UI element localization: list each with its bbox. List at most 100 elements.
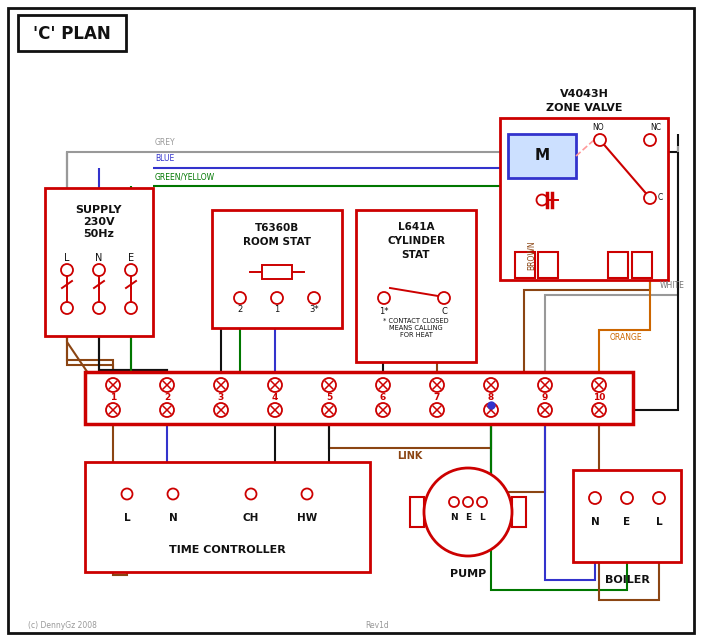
Circle shape	[484, 378, 498, 392]
Text: C: C	[657, 194, 663, 203]
Bar	[538, 252, 558, 278]
Circle shape	[644, 192, 656, 204]
Text: PUMP: PUMP	[450, 569, 486, 579]
Circle shape	[621, 492, 633, 504]
Circle shape	[214, 403, 228, 417]
Text: V4043H: V4043H	[559, 89, 609, 99]
Text: Rev1d: Rev1d	[365, 620, 389, 629]
Circle shape	[594, 134, 606, 146]
Text: BOILER: BOILER	[604, 575, 649, 585]
Text: N: N	[590, 517, 600, 527]
Text: L: L	[656, 517, 662, 527]
Text: N: N	[95, 253, 102, 263]
Circle shape	[477, 497, 487, 507]
Circle shape	[214, 378, 228, 392]
Bar	[632, 252, 652, 278]
Circle shape	[463, 497, 473, 507]
Circle shape	[378, 292, 390, 304]
Text: 'C' PLAN: 'C' PLAN	[33, 25, 111, 43]
Circle shape	[93, 302, 105, 314]
Text: 3: 3	[218, 393, 224, 402]
Circle shape	[308, 292, 320, 304]
Bar	[512, 497, 526, 527]
Text: WHITE: WHITE	[660, 281, 685, 290]
Text: T6360B: T6360B	[255, 223, 299, 233]
Text: 2: 2	[164, 393, 170, 402]
Text: E: E	[128, 253, 134, 263]
Circle shape	[536, 194, 548, 206]
Text: (c) DennyGz 2008: (c) DennyGz 2008	[28, 620, 97, 629]
Text: L: L	[124, 513, 131, 523]
Text: * CONTACT CLOSED
MEANS CALLING
FOR HEAT: * CONTACT CLOSED MEANS CALLING FOR HEAT	[383, 318, 449, 338]
Bar	[573, 470, 681, 562]
Text: STAT: STAT	[402, 250, 430, 260]
Circle shape	[61, 302, 73, 314]
Text: 8: 8	[488, 393, 494, 402]
Text: 1: 1	[274, 306, 279, 315]
Circle shape	[106, 378, 120, 392]
Circle shape	[376, 403, 390, 417]
Text: 4: 4	[272, 393, 278, 402]
Text: ORANGE: ORANGE	[610, 333, 642, 342]
Circle shape	[246, 488, 256, 499]
Text: 7: 7	[434, 393, 440, 402]
Circle shape	[589, 492, 601, 504]
Circle shape	[125, 302, 137, 314]
Bar	[515, 252, 535, 278]
Text: CYLINDER: CYLINDER	[387, 236, 445, 246]
Circle shape	[271, 292, 283, 304]
Bar	[410, 497, 424, 527]
Text: E: E	[465, 513, 471, 522]
Circle shape	[430, 378, 444, 392]
Bar	[45, 188, 153, 336]
Text: 5: 5	[326, 393, 332, 402]
Text: L: L	[65, 253, 69, 263]
Circle shape	[234, 292, 246, 304]
Circle shape	[168, 488, 178, 499]
Circle shape	[322, 403, 336, 417]
Bar	[85, 462, 370, 572]
Bar	[608, 252, 628, 278]
Circle shape	[268, 378, 282, 392]
Circle shape	[93, 264, 105, 276]
Bar	[85, 372, 633, 424]
Text: 6: 6	[380, 393, 386, 402]
Bar	[500, 118, 668, 280]
Text: TIME CONTROLLER: TIME CONTROLLER	[169, 545, 286, 555]
Text: L641A: L641A	[398, 222, 435, 232]
Bar	[508, 134, 576, 178]
Bar	[212, 210, 342, 328]
Text: N: N	[168, 513, 178, 523]
Text: GREEN/YELLOW: GREEN/YELLOW	[155, 172, 215, 181]
Text: SUPPLY
230V
50Hz: SUPPLY 230V 50Hz	[76, 205, 122, 238]
Circle shape	[592, 403, 606, 417]
Circle shape	[322, 378, 336, 392]
Text: 3*: 3*	[309, 306, 319, 315]
Circle shape	[424, 468, 512, 556]
Circle shape	[125, 264, 137, 276]
Text: LINK: LINK	[397, 451, 423, 461]
Text: ZONE VALVE: ZONE VALVE	[545, 103, 622, 113]
Text: NC: NC	[651, 122, 661, 131]
Circle shape	[592, 378, 606, 392]
Circle shape	[644, 134, 656, 146]
Circle shape	[653, 492, 665, 504]
Bar	[356, 210, 476, 362]
Circle shape	[160, 378, 174, 392]
Text: CH: CH	[243, 513, 259, 523]
Circle shape	[268, 403, 282, 417]
Text: NO: NO	[592, 122, 604, 131]
Text: M: M	[534, 149, 550, 163]
Text: 1: 1	[110, 393, 116, 402]
Bar	[18, 15, 126, 51]
Text: 2: 2	[237, 306, 243, 315]
Circle shape	[538, 378, 552, 392]
Text: GREY: GREY	[155, 138, 176, 147]
Text: HW: HW	[297, 513, 317, 523]
Circle shape	[484, 403, 498, 417]
Text: 9: 9	[542, 393, 548, 402]
Text: C: C	[441, 306, 447, 315]
Circle shape	[301, 488, 312, 499]
Bar	[262, 265, 292, 279]
Text: BLUE: BLUE	[155, 154, 174, 163]
